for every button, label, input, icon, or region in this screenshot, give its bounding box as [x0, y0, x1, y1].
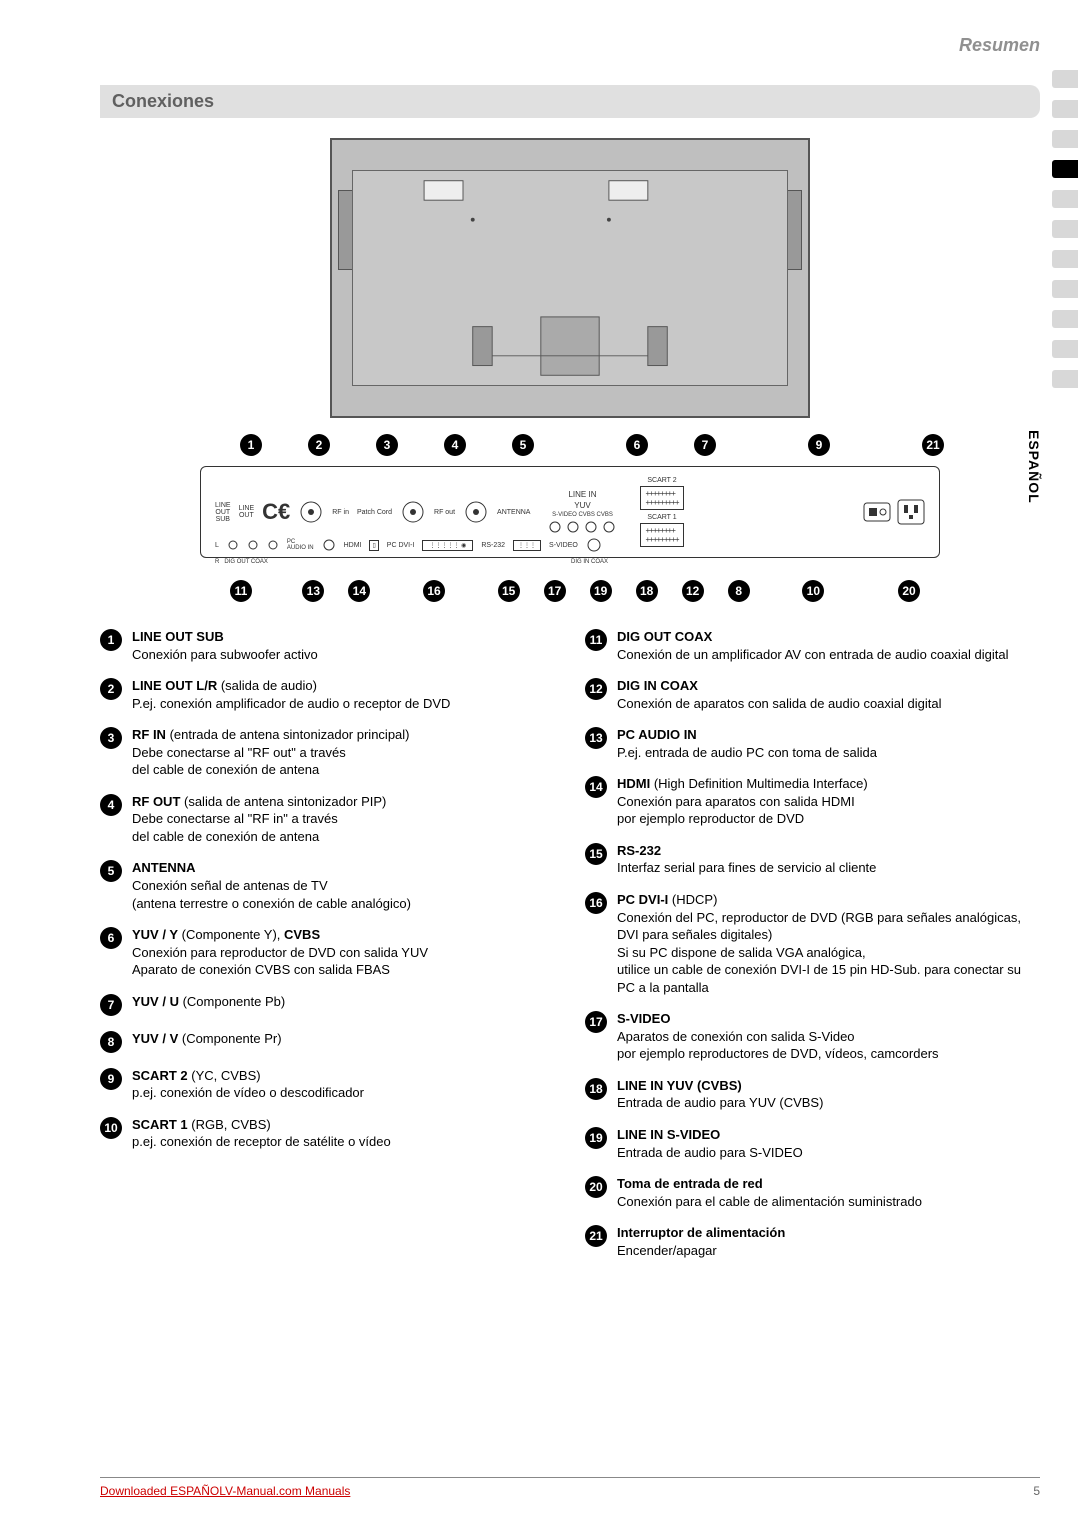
connection-text: RF OUT (salida de antena sintonizador PI…	[132, 793, 386, 846]
connection-badge: 10	[100, 1117, 122, 1139]
connection-text: DIG IN COAXConexión de aparatos con sali…	[617, 677, 942, 712]
footer-link[interactable]: Downloaded ESPAÑOLV-Manual.com Manuals	[100, 1484, 350, 1498]
connection-item-3: 3 RF IN (entrada de antena sintonizador p…	[100, 726, 555, 779]
connection-text: Toma de entrada de redConexión para el c…	[617, 1175, 922, 1210]
connection-text: S-VIDEOAparatos de conexión con salida S…	[617, 1010, 939, 1063]
connection-badge: 9	[100, 1068, 122, 1090]
connection-badge: 13	[585, 727, 607, 749]
connection-text: LINE OUT L/R (salida de audio)P.ej. cone…	[132, 677, 450, 712]
connection-item-1: 1 LINE OUT SUBConexión para subwoofer act…	[100, 628, 555, 663]
tv-back-illustration	[330, 138, 810, 418]
connection-item-8: 8 YUV / V (Componente Pr)	[100, 1030, 555, 1053]
connection-badge: 5	[100, 860, 122, 882]
footer-page-number: 5	[1033, 1484, 1040, 1498]
connection-item-5: 5 ANTENNAConexión señal de antenas de TV(…	[100, 859, 555, 912]
badge-7: 7	[694, 434, 716, 456]
connection-item-9: 9 SCART 2 (YC, CVBS)p.ej. conexión de víd…	[100, 1067, 555, 1102]
connection-badge: 4	[100, 794, 122, 816]
page-footer: Downloaded ESPAÑOLV-Manual.com Manuals 5	[100, 1477, 1040, 1498]
connection-badge: 17	[585, 1011, 607, 1033]
connection-item-10: 10 SCART 1 (RGB, CVBS)p.ej. conexión de r…	[100, 1116, 555, 1151]
connection-item-17: 17 S-VIDEOAparatos de conexión con salida…	[585, 1010, 1040, 1063]
connection-badge: 8	[100, 1031, 122, 1053]
power-switch-icon	[863, 502, 891, 522]
badge-9: 9	[808, 434, 830, 456]
connection-text: HDMI (High Definition Multimedia Interfa…	[617, 775, 868, 828]
side-language-label: ESPAÑOL	[1026, 430, 1042, 504]
connection-text: YUV / U (Componente Pb)	[132, 993, 285, 1011]
connection-text: SCART 2 (YC, CVBS)p.ej. conexión de víde…	[132, 1067, 364, 1102]
connection-item-15: 15 RS-232Interfaz serial para fines de se…	[585, 842, 1040, 877]
connection-badge: 21	[585, 1225, 607, 1247]
connection-item-16: 16 PC DVI-I (HDCP)Conexión del PC, reprod…	[585, 891, 1040, 996]
connection-text: RS-232Interfaz serial para fines de serv…	[617, 842, 876, 877]
connection-text: RF IN (entrada de antena sintonizador pr…	[132, 726, 410, 779]
connection-text: PC AUDIO INP.ej. entrada de audio PC con…	[617, 726, 877, 761]
connection-badge: 11	[585, 629, 607, 651]
connection-item-2: 2 LINE OUT L/R (salida de audio)P.ej. con…	[100, 677, 555, 712]
connection-item-4: 4 RF OUT (salida de antena sintonizador P…	[100, 793, 555, 846]
connection-badge: 18	[585, 1078, 607, 1100]
ce-mark: C€	[262, 499, 290, 525]
connection-badge: 14	[585, 776, 607, 798]
connections-diagram: 1 2 3 4 5 6 7 9 21 LINE OUT SUB LINE OUT…	[200, 138, 940, 608]
connection-item-6: 6 YUV / Y (Componente Y), CVBSConexión pa…	[100, 926, 555, 979]
connection-badge: 3	[100, 727, 122, 749]
connection-text: LINE OUT SUBConexión para subwoofer acti…	[132, 628, 318, 663]
connection-badge: 16	[585, 892, 607, 914]
section-title: Conexiones	[100, 85, 1040, 118]
diagram-top-numbers: 1 2 3 4 5 6 7 9 21	[200, 428, 940, 462]
side-language-tabs	[1052, 70, 1078, 388]
tv-inner-svg	[353, 171, 787, 385]
connection-text: LINE IN S-VIDEOEntrada de audio para S-V…	[617, 1126, 803, 1161]
connection-text: YUV / V (Componente Pr)	[132, 1030, 282, 1048]
connection-badge: 6	[100, 927, 122, 949]
connection-badge: 2	[100, 678, 122, 700]
badge-6: 6	[626, 434, 648, 456]
connection-text: LINE IN YUV (CVBS)Entrada de audio para …	[617, 1077, 823, 1112]
connector-panel: LINE OUT SUB LINE OUT C€ RF in Patch Cor…	[200, 466, 940, 558]
badge-4: 4	[444, 434, 466, 456]
badge-5: 5	[512, 434, 534, 456]
badge-3: 3	[376, 434, 398, 456]
connection-text: YUV / Y (Componente Y), CVBSConexión par…	[132, 926, 428, 979]
connection-item-21: 21 Interruptor de alimentaciónEncender/ap…	[585, 1224, 1040, 1259]
connection-badge: 19	[585, 1127, 607, 1149]
connection-item-13: 13 PC AUDIO INP.ej. entrada de audio PC c…	[585, 726, 1040, 761]
connection-text: PC DVI-I (HDCP)Conexión del PC, reproduc…	[617, 891, 1040, 996]
connection-item-14: 14 HDMI (High Definition Multimedia Inter…	[585, 775, 1040, 828]
connection-text: SCART 1 (RGB, CVBS)p.ej. conexión de rec…	[132, 1116, 391, 1151]
connection-badge: 7	[100, 994, 122, 1016]
connection-item-18: 18 LINE IN YUV (CVBS)Entrada de audio par…	[585, 1077, 1040, 1112]
connection-badge: 15	[585, 843, 607, 865]
diagram-bottom-numbers: 11 13 14 16 15 17 19 18 12 8 10 20	[200, 574, 940, 608]
connection-item-20: 20 Toma de entrada de redConexión para el…	[585, 1175, 1040, 1210]
connection-badge: 12	[585, 678, 607, 700]
connection-item-19: 19 LINE IN S-VIDEOEntrada de audio para S…	[585, 1126, 1040, 1161]
connection-badge: 1	[100, 629, 122, 651]
badge-2: 2	[308, 434, 330, 456]
connection-text: Interruptor de alimentaciónEncender/apag…	[617, 1224, 785, 1259]
connection-text: ANTENNAConexión señal de antenas de TV(a…	[132, 859, 411, 912]
connection-item-11: 11 DIG OUT COAXConexión de un amplificado…	[585, 628, 1040, 663]
connection-descriptions: 1 LINE OUT SUBConexión para subwoofer act…	[100, 628, 1040, 1273]
badge-21: 21	[922, 434, 944, 456]
power-inlet-icon	[897, 499, 925, 525]
connection-text: DIG OUT COAXConexión de un amplificador …	[617, 628, 1008, 663]
connection-item-12: 12 DIG IN COAXConexión de aparatos con sa…	[585, 677, 1040, 712]
page-header: Resumen	[959, 35, 1040, 56]
connection-badge: 20	[585, 1176, 607, 1198]
connection-item-7: 7 YUV / U (Componente Pb)	[100, 993, 555, 1016]
badge-1: 1	[240, 434, 262, 456]
